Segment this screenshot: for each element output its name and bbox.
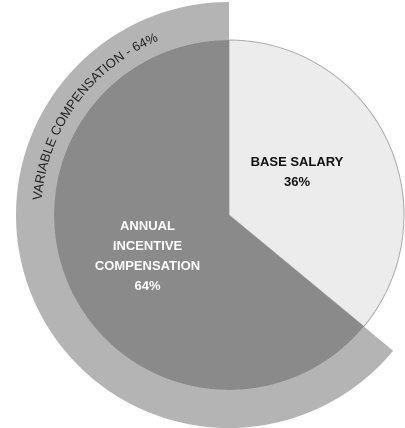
- slice-label: BASE SALARY 36%: [237, 152, 357, 192]
- category-label: ANNUAL INCENTIVE COMPENSATION: [94, 218, 201, 273]
- outer-ring: [15, 2, 394, 428]
- pie-slice: [228, 39, 405, 328]
- slice-label: ANNUAL INCENTIVE COMPENSATION 64%: [90, 216, 205, 296]
- pie-slice: [53, 40, 364, 390]
- category-label: BASE SALARY: [250, 154, 344, 169]
- value-label: 36%: [283, 174, 311, 189]
- value-label: 64%: [134, 278, 161, 293]
